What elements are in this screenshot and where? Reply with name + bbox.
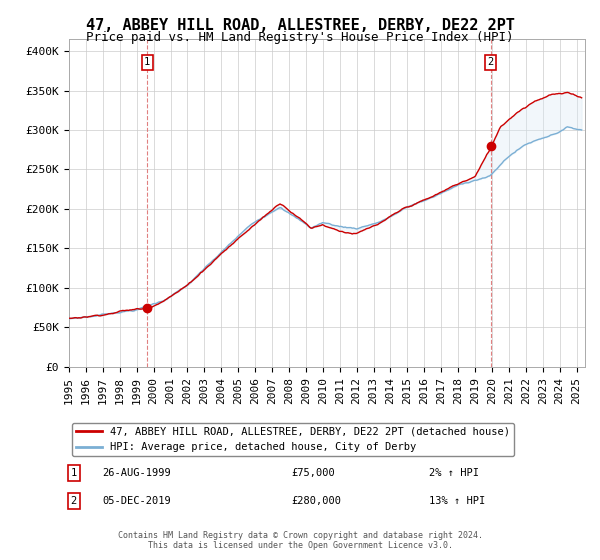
Legend: 47, ABBEY HILL ROAD, ALLESTREE, DERBY, DE22 2PT (detached house), HPI: Average p: 47, ABBEY HILL ROAD, ALLESTREE, DERBY, D… [71, 423, 514, 456]
Text: 1: 1 [71, 468, 77, 478]
Text: 2: 2 [71, 496, 77, 506]
Text: 13% ↑ HPI: 13% ↑ HPI [429, 496, 485, 506]
Text: 2% ↑ HPI: 2% ↑ HPI [429, 468, 479, 478]
Text: 2: 2 [487, 57, 494, 67]
Text: Price paid vs. HM Land Registry's House Price Index (HPI): Price paid vs. HM Land Registry's House … [86, 31, 514, 44]
Text: 26-AUG-1999: 26-AUG-1999 [102, 468, 171, 478]
Text: 05-DEC-2019: 05-DEC-2019 [102, 496, 171, 506]
Text: £280,000: £280,000 [291, 496, 341, 506]
Text: £75,000: £75,000 [291, 468, 335, 478]
Text: 1: 1 [144, 57, 151, 67]
Text: 47, ABBEY HILL ROAD, ALLESTREE, DERBY, DE22 2PT: 47, ABBEY HILL ROAD, ALLESTREE, DERBY, D… [86, 18, 514, 33]
Text: Contains HM Land Registry data © Crown copyright and database right 2024.
This d: Contains HM Land Registry data © Crown c… [118, 530, 482, 550]
